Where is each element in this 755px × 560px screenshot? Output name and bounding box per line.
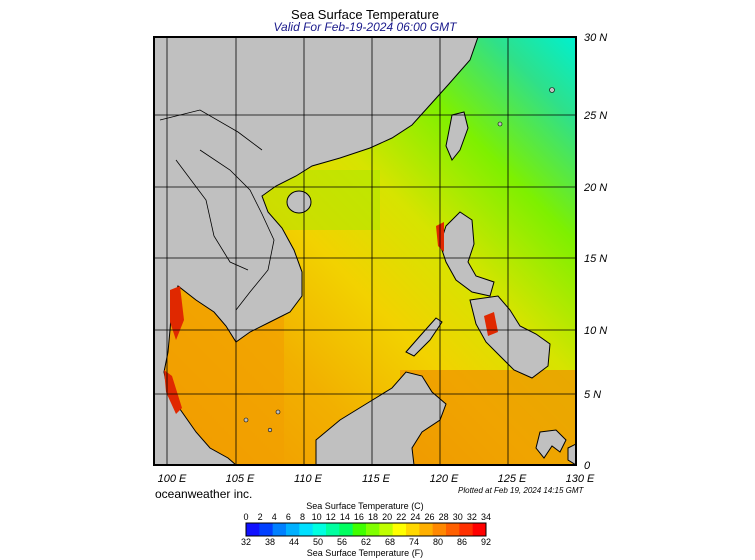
legend-celsius-label: 8 bbox=[300, 512, 305, 522]
legend-celsius-label: 26 bbox=[425, 512, 435, 522]
legend-title-fahrenheit: Sea Surface Temperature (F) bbox=[306, 548, 424, 558]
plotted-timestamp: Plotted at Feb 19, 2024 14:15 GMT bbox=[458, 486, 584, 495]
legend-swatch bbox=[272, 523, 287, 536]
map-frame bbox=[153, 36, 577, 466]
valid-time-subtitle: Valid For Feb-19-2024 06:00 GMT bbox=[273, 20, 457, 34]
legend-fahrenheit-label: 80 bbox=[433, 537, 443, 547]
legend-swatch bbox=[406, 523, 420, 536]
legend-celsius-label: 2 bbox=[258, 512, 263, 522]
lon-tick-label: 125 E bbox=[498, 473, 527, 485]
legend-celsius-label: 10 bbox=[312, 512, 322, 522]
shallow-hot-water bbox=[164, 370, 182, 414]
legend-celsius-label: 4 bbox=[272, 512, 277, 522]
lon-tick-label: 120 E bbox=[430, 473, 459, 485]
legend-celsius-label: 32 bbox=[467, 512, 477, 522]
borneo-island bbox=[315, 371, 447, 465]
lon-tick-label: 115 E bbox=[362, 473, 391, 485]
legend-celsius-label: 6 bbox=[286, 512, 291, 522]
luzon-island bbox=[439, 211, 495, 297]
small-island bbox=[497, 121, 503, 127]
legend-celsius-label: 16 bbox=[354, 512, 364, 522]
small-island bbox=[275, 409, 281, 415]
legend-swatch bbox=[312, 523, 327, 536]
map-title: Sea Surface Temperature bbox=[291, 7, 439, 22]
lat-tick-label: 5 N bbox=[584, 389, 601, 401]
legend-swatch bbox=[339, 523, 354, 536]
legend-fahrenheit-label: 44 bbox=[289, 537, 299, 547]
legend-swatch bbox=[432, 523, 447, 536]
small-island bbox=[267, 427, 273, 433]
small-island bbox=[243, 417, 249, 423]
hainan-island bbox=[286, 190, 312, 214]
legend-swatch bbox=[392, 523, 407, 536]
legend-swatch bbox=[419, 523, 434, 536]
lon-tick-label: 130 E bbox=[566, 473, 595, 485]
legend-celsius-label: 28 bbox=[439, 512, 449, 522]
lat-tick-label: 30 N bbox=[584, 32, 607, 44]
legend-celsius-label: 12 bbox=[326, 512, 336, 522]
country-border bbox=[199, 149, 275, 311]
legend-swatch bbox=[352, 523, 367, 536]
sst-map: 100 E 105 E 110 E 115 E 120 E 125 E 130 … bbox=[153, 32, 607, 485]
legend-swatch bbox=[326, 523, 340, 536]
legend-swatch bbox=[259, 523, 274, 536]
lat-tick-label: 10 N bbox=[584, 325, 607, 337]
legend-celsius-label: 14 bbox=[340, 512, 350, 522]
lat-tick-label: 15 N bbox=[584, 253, 607, 265]
legend-fahrenheit-label: 62 bbox=[361, 537, 371, 547]
credit-label: oceanweather inc. bbox=[155, 487, 253, 501]
lon-tick-label: 105 E bbox=[226, 473, 255, 485]
legend-swatch bbox=[379, 523, 394, 536]
legend-swatch bbox=[286, 523, 300, 536]
legend-swatch bbox=[246, 523, 260, 536]
legend-swatch bbox=[446, 523, 460, 536]
legend-fahrenheit-label: 56 bbox=[337, 537, 347, 547]
legend-celsius-label: 22 bbox=[396, 512, 406, 522]
legend-title-celsius: Sea Surface Temperature (C) bbox=[306, 501, 424, 511]
legend-fahrenheit-label: 68 bbox=[385, 537, 395, 547]
lat-tick-label: 25 N bbox=[583, 110, 607, 122]
halmahera-island bbox=[567, 443, 576, 465]
legend-fahrenheit-label: 74 bbox=[409, 537, 419, 547]
legend-fahrenheit-label: 38 bbox=[265, 537, 275, 547]
palawan-island bbox=[405, 317, 443, 357]
legend-fahrenheit-label: 32 bbox=[241, 537, 251, 547]
small-island bbox=[549, 87, 555, 93]
lon-tick-label: 110 E bbox=[294, 473, 323, 485]
taiwan-island bbox=[445, 111, 469, 161]
lon-tick-label: 100 E bbox=[158, 473, 187, 485]
sulawesi-island bbox=[535, 429, 567, 459]
lat-tick-label: 0 bbox=[584, 460, 591, 472]
legend-celsius-label: 20 bbox=[382, 512, 392, 522]
legend-celsius-label: 24 bbox=[410, 512, 420, 522]
shallow-hot-water bbox=[170, 286, 184, 340]
legend-swatch bbox=[299, 523, 314, 536]
legend-swatch bbox=[472, 523, 487, 536]
lat-tick-label: 20 N bbox=[583, 182, 607, 194]
legend-swatch bbox=[459, 523, 474, 536]
legend-fahrenheit-label: 86 bbox=[457, 537, 467, 547]
legend-fahrenheit-label: 92 bbox=[481, 537, 491, 547]
legend-celsius-label: 34 bbox=[481, 512, 491, 522]
legend-fahrenheit-label: 50 bbox=[313, 537, 323, 547]
legend-celsius-label: 18 bbox=[368, 512, 378, 522]
legend-celsius-label: 0 bbox=[243, 512, 248, 522]
legend-celsius-label: 30 bbox=[453, 512, 463, 522]
graticule bbox=[154, 37, 576, 465]
legend-swatch bbox=[366, 523, 380, 536]
legend-frame bbox=[245, 522, 487, 537]
